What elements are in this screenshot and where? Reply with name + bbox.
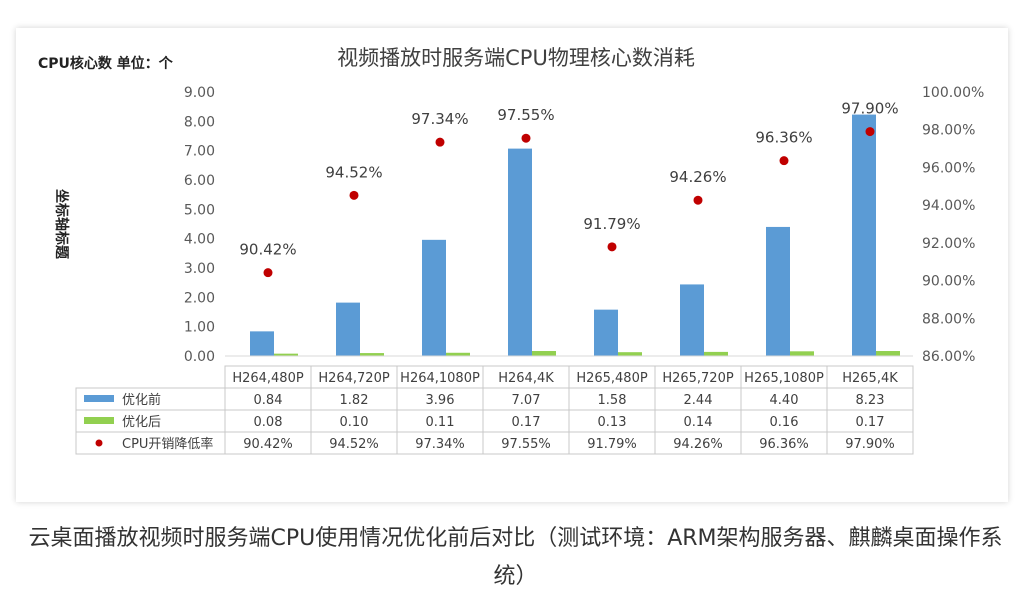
caption-text: 云桌面播放视频时服务端CPU使用情况优化前后对比（测试环境：ARM架构服务器、麒… [28, 526, 1003, 589]
reduction-data-label: 94.52% [325, 163, 382, 181]
legend-key-before [84, 395, 114, 402]
table-cell-value: 4.40 [770, 393, 799, 408]
table-cell-value: 94.52% [329, 437, 379, 452]
bar-after [704, 351, 728, 356]
table-cell-value: 94.26% [673, 437, 723, 452]
table-cell-value: 1.82 [340, 393, 369, 408]
table-cell-value: 0.11 [426, 415, 455, 430]
bar-after [446, 352, 470, 356]
table-cell-value: 0.17 [512, 415, 541, 430]
table-cell-value: 90.42% [243, 437, 293, 452]
category-label: H264,480P [232, 371, 304, 386]
bar-after [532, 351, 556, 356]
y-tick-label: 7.00 [184, 144, 215, 160]
bar-before [680, 284, 704, 356]
reduction-point [693, 195, 703, 205]
table-cell-value: 3.96 [426, 393, 455, 408]
reduction-point [779, 156, 789, 166]
reduction-data-label: 97.34% [411, 110, 468, 128]
bar-before [508, 148, 532, 356]
bar-before [250, 331, 274, 356]
reduction-data-label: 96.36% [755, 129, 812, 147]
legend-key-after [84, 417, 114, 424]
y2-tick-label: 100.00% [922, 85, 984, 101]
y-tick-label: 9.00 [184, 85, 215, 101]
y-unit-label: CPU核心数 单位：个 [38, 55, 174, 72]
y2-tick-label: 96.00% [922, 160, 975, 176]
reduction-point [607, 242, 617, 252]
table-cell-value: 0.84 [254, 393, 283, 408]
bar-before [422, 239, 446, 356]
y-tick-label: 6.00 [184, 173, 215, 189]
reduction-point [263, 268, 273, 278]
bar-after [618, 352, 642, 356]
y2-tick-label: 92.00% [922, 236, 975, 252]
table-cell-value: 0.13 [598, 415, 627, 430]
legend-label: 优化后 [122, 415, 161, 430]
bar-before [336, 302, 360, 356]
bar-before [852, 114, 876, 356]
y-tick-label: 0.00 [184, 349, 215, 365]
category-label: H264,4K [498, 371, 554, 386]
legend-key-reduction [95, 439, 103, 447]
legend-label: CPU开销降低率 [122, 436, 213, 452]
category-label: H265,1080P [744, 371, 824, 386]
table-cell-value: 2.44 [684, 393, 713, 408]
category-label: H265,4K [842, 371, 898, 386]
y-tick-label: 5.00 [184, 202, 215, 218]
chart-title: 视频播放时服务端CPU物理核心数消耗 [337, 46, 695, 70]
reduction-point [349, 190, 359, 200]
reduction-data-label: 90.42% [239, 241, 296, 259]
table-cell-value: 97.34% [415, 437, 465, 452]
table-cell-value: 97.90% [845, 437, 895, 452]
y-axis-title: 坐标轴标题 [53, 189, 70, 260]
bar-before [766, 226, 790, 356]
reduction-point [435, 137, 445, 147]
y-tick-label: 2.00 [184, 290, 215, 306]
table-cell-value: 8.23 [856, 393, 885, 408]
table-cell-value: 7.07 [512, 393, 541, 408]
reduction-data-label: 97.55% [497, 106, 554, 124]
bar-after [274, 353, 298, 356]
category-label: H265,720P [662, 371, 734, 386]
table-cell-value: 1.58 [598, 393, 627, 408]
y2-tick-label: 94.00% [922, 198, 975, 214]
table-cell-value: 0.17 [856, 415, 885, 430]
y-tick-label: 1.00 [184, 320, 215, 336]
bar-after [790, 351, 814, 356]
bar-after [876, 351, 900, 356]
y-tick-label: 4.00 [184, 232, 215, 248]
chart-card: 视频播放时服务端CPU物理核心数消耗 CPU核心数 单位：个坐标轴标题 0.00 1.… [16, 28, 1008, 502]
y2-tick-label: 88.00% [922, 311, 975, 327]
bar-before [594, 309, 618, 356]
y-tick-label: 8.00 [184, 114, 215, 130]
category-label: H264,720P [318, 371, 390, 386]
legend-label: 优化前 [122, 392, 161, 408]
reduction-data-label: 94.26% [669, 168, 726, 186]
table-cell-value: 0.10 [340, 415, 369, 430]
category-label: H265,480P [576, 371, 648, 386]
reduction-point [865, 127, 875, 137]
figure-caption: 云桌面播放视频时服务端CPU使用情况优化前后对比（测试环境：ARM架构服务器、麒… [0, 520, 1031, 596]
table-cell-value: 0.14 [684, 415, 713, 430]
y2-tick-label: 86.00% [922, 349, 975, 365]
category-label: H264,1080P [400, 371, 480, 386]
y2-tick-label: 90.00% [922, 274, 975, 290]
table-cell-value: 91.79% [587, 437, 637, 452]
table-cell-value: 97.55% [501, 437, 551, 452]
table-cell-value: 96.36% [759, 437, 809, 452]
reduction-data-label: 91.79% [583, 215, 640, 233]
y-tick-label: 3.00 [184, 261, 215, 277]
y2-tick-label: 98.00% [922, 123, 975, 139]
reduction-data-label: 97.90% [841, 100, 898, 118]
table-cell-value: 0.08 [254, 415, 283, 430]
table-cell-value: 0.16 [770, 415, 799, 430]
reduction-point [521, 133, 531, 143]
bar-after [360, 353, 384, 356]
